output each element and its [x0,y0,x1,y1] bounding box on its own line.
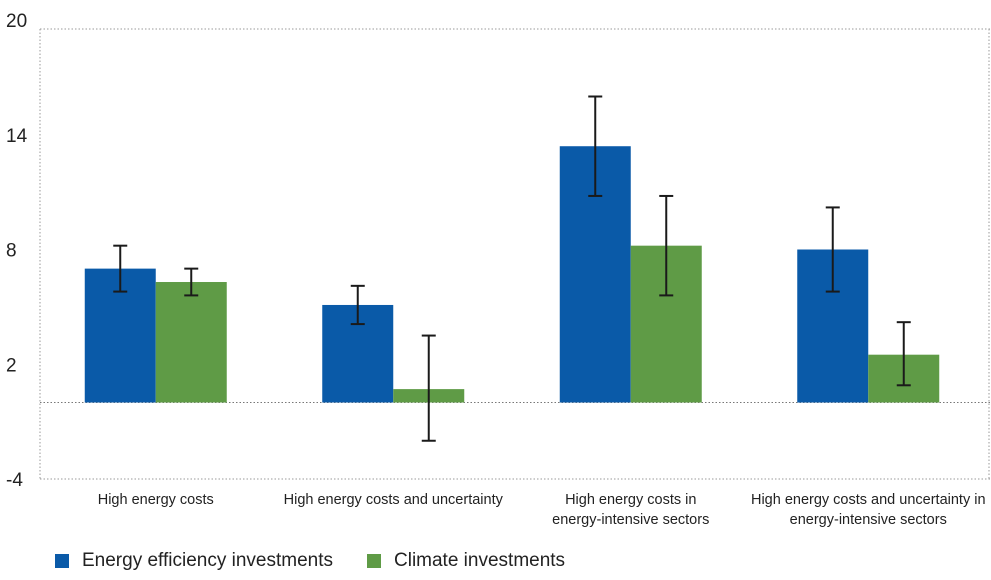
legend-label-energy-efficiency: Energy efficiency investments [82,550,333,571]
category-label: High energy costs and uncertainty [284,492,504,508]
y-tick-label: 2 [6,355,17,376]
y-tick-label: 8 [6,241,17,262]
category-labels: High energy costs High energy costs and u… [98,492,986,528]
y-tick-label: -4 [6,470,23,491]
y-tick-label: 20 [6,11,27,32]
legend-label-climate: Climate investments [394,550,566,571]
legend: Energy efficiency investments Climate in… [55,550,599,572]
legend-item-energy-efficiency: Energy efficiency investments [55,550,333,572]
category-label: High energy costs in [565,492,696,508]
y-tick-label: 14 [6,126,28,147]
legend-swatch-energy-efficiency [55,554,69,568]
y-tick-labels: 20 14 8 2 -4 [6,11,28,491]
category-label: High energy costs and uncertainty in [751,492,986,508]
legend-swatch-climate [367,554,381,568]
bar [155,282,227,403]
category-label: High energy costs [98,492,214,508]
category-label: energy-intensive sectors [790,512,947,528]
category-label: energy-intensive sectors [552,512,709,528]
error-bars [113,95,911,442]
legend-item-climate: Climate investments [367,550,565,572]
bars [84,146,940,403]
